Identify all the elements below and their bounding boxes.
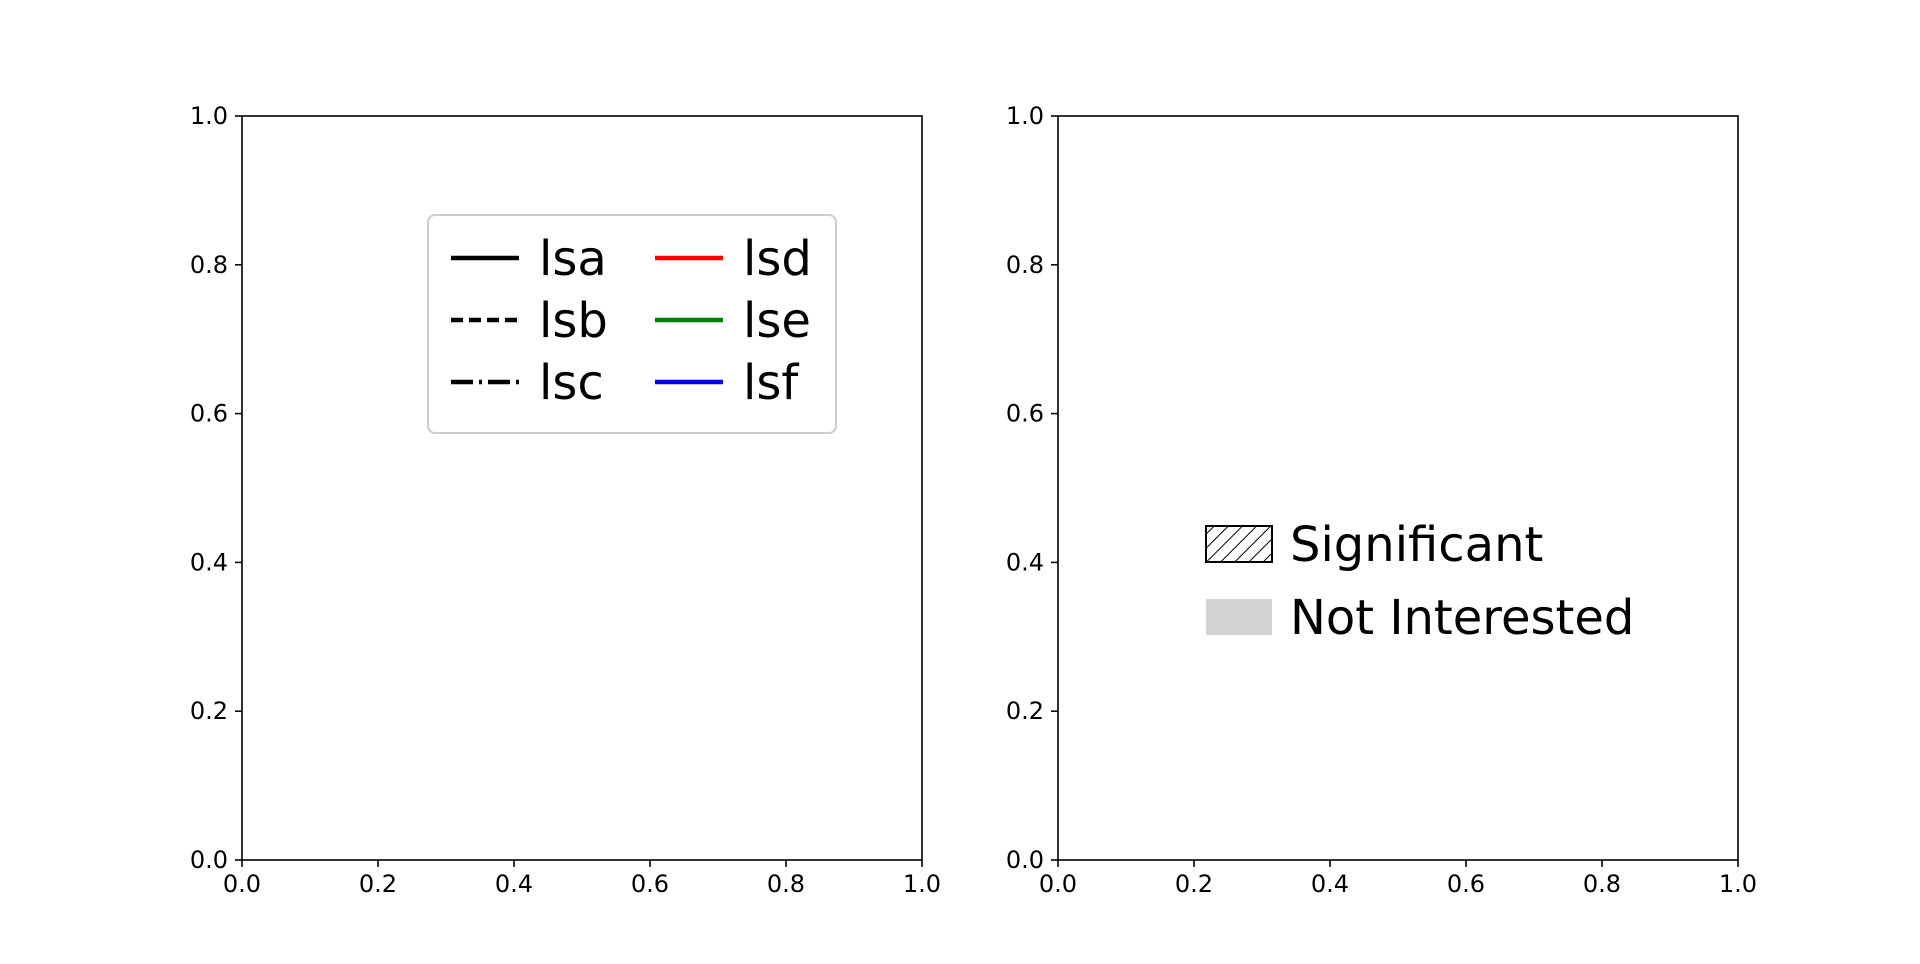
legend-patch-not-interested <box>1206 599 1272 635</box>
y-tick-label: 0.8 <box>1006 251 1044 279</box>
legend-label-lsf: lsf <box>743 355 799 411</box>
legend-label-significant: Significant <box>1290 517 1543 573</box>
y-tick-label: 0.4 <box>190 548 228 576</box>
plot-area <box>1057 115 1739 861</box>
left-axes: 0.0 0.2 0.4 0.6 0.8 1.00.00.20.40.60.81.0lsal… <box>190 102 941 898</box>
legend: lsa lsb lsc lsd lse lsf <box>427 214 837 434</box>
legend-frame <box>427 214 837 434</box>
y-tick-label: 0.2 <box>1006 697 1044 725</box>
legend-patch-significant <box>1205 525 1273 563</box>
x-tick-label: 0.4 <box>495 870 533 898</box>
x-tick-label: 0.8 <box>1583 870 1621 898</box>
x-tick-label: 1.0 <box>1719 870 1757 898</box>
y-tick-label: 0.0 <box>1006 846 1044 874</box>
legend: Significant Not Interested <box>1205 517 1634 646</box>
legend-label-not-interested: Not Interested <box>1290 590 1634 646</box>
x-tick-label: 0.8 <box>767 870 805 898</box>
legend-label-lsd: lsd <box>743 231 812 287</box>
x-tick-label: 0.2 <box>1175 870 1213 898</box>
x-tick-label: 0.0 <box>1039 870 1077 898</box>
x-tick-label: 0.2 <box>359 870 397 898</box>
y-tick-label: 0.0 <box>190 846 228 874</box>
y-tick-label: 1.0 <box>190 102 228 130</box>
x-tick-label: 1.0 <box>903 870 941 898</box>
x-tick-label: 0.0 <box>223 870 261 898</box>
y-tick-label: 0.2 <box>190 697 228 725</box>
y-tick-label: 1.0 <box>1006 102 1044 130</box>
legend-label-lsb: lsb <box>539 293 608 349</box>
x-tick-label: 0.6 <box>631 870 669 898</box>
y-tick-label: 0.8 <box>190 251 228 279</box>
x-tick-label: 0.6 <box>1447 870 1485 898</box>
legend-label-lsa: lsa <box>539 231 607 287</box>
legend-label-lse: lse <box>743 293 811 349</box>
y-tick-label: 0.6 <box>1006 400 1044 428</box>
y-tick-label: 0.6 <box>190 400 228 428</box>
right-axes: 0.0 0.2 0.4 0.6 0.8 1.0 0.0 0.2 0.4 0.6 0.8 1.0 Sign… <box>1006 102 1757 898</box>
legend-label-lsc: lsc <box>539 355 604 411</box>
y-tick-label: 0.4 <box>1006 548 1044 576</box>
x-tick-label: 0.4 <box>1311 870 1349 898</box>
